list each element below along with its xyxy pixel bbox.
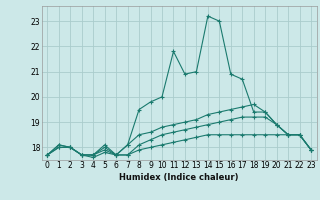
- X-axis label: Humidex (Indice chaleur): Humidex (Indice chaleur): [119, 173, 239, 182]
